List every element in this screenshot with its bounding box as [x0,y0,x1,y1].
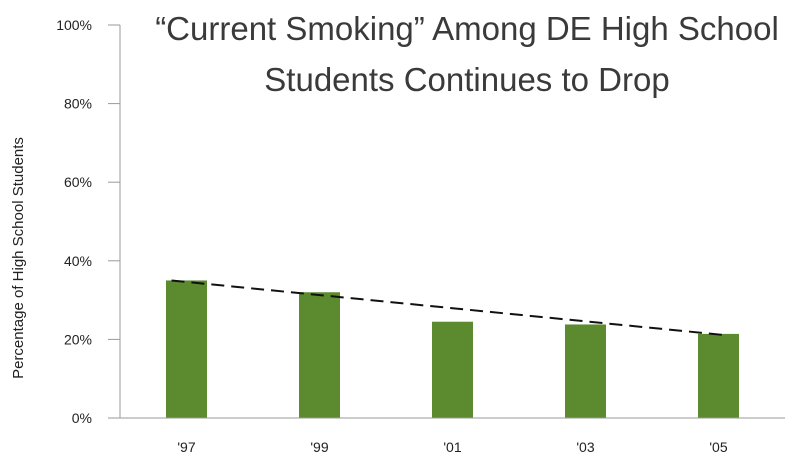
x-axis: '97 '99 '01 '03 '05 [120,417,785,455]
bar [565,324,606,418]
y-tick-label: 20% [64,331,92,347]
y-tick-label: 80% [64,96,92,112]
chart-title-line-1: “Current Smoking” Among DE High School [155,10,779,47]
y-tick-label: 100% [56,17,92,33]
chart-title-line-2: Students Continues to Drop [264,61,669,98]
y-tick-label: 60% [64,174,92,190]
x-tick-label: '03 [576,439,594,455]
bar [166,280,207,418]
trend-line [171,279,729,337]
x-tick-label: '97 [177,439,195,455]
bar [698,333,739,418]
x-tick-label: '01 [443,439,461,455]
y-tick-label: 0% [72,410,92,426]
y-axis-title: Percentage of High School Students [10,137,27,379]
y-axis: 0% 20% 40% 60% 80% 100% [56,17,121,426]
bar [299,292,340,418]
y-tick-label: 40% [64,253,92,269]
bars [166,280,739,418]
x-tick-label: '99 [310,439,328,455]
bar [432,321,473,418]
x-tick-label: '05 [709,439,727,455]
